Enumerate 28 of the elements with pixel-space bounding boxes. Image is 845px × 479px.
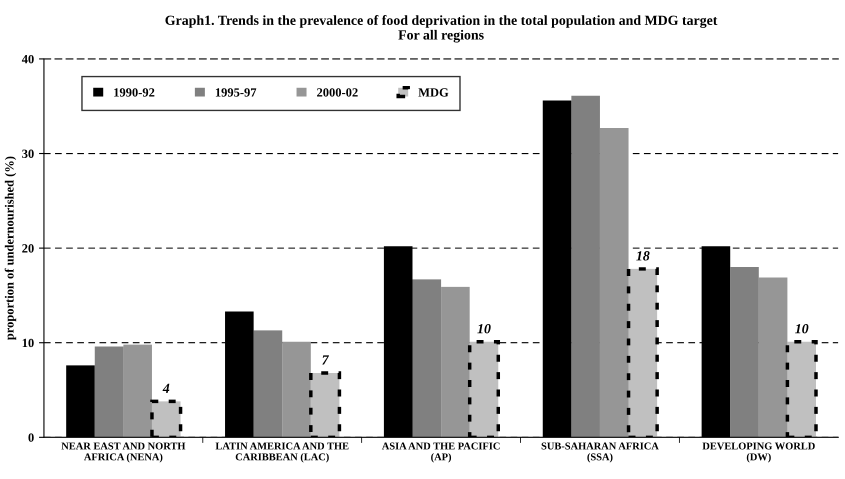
x-tick-label: NEAR EAST AND NORTH AFRICA (NENA) xyxy=(61,442,186,463)
legend-label: 1990-92 xyxy=(114,88,154,97)
y-tick-label: 30 xyxy=(22,150,34,158)
data-label: 7 xyxy=(322,355,330,364)
data-label: 10 xyxy=(477,324,491,334)
y-tick-label: 20 xyxy=(22,244,34,253)
x-tick-label: LATIN AMERICA AND THE CARIBBEAN (LAC) xyxy=(216,442,349,463)
bar xyxy=(254,330,282,438)
bar xyxy=(412,279,442,438)
bar xyxy=(94,346,124,438)
x-tick-label: ASIA AND THE PACIFIC (AP) xyxy=(382,442,500,463)
legend-label: MDG xyxy=(418,88,448,97)
y-tick-label: 40 xyxy=(22,54,34,64)
bar xyxy=(758,277,788,438)
legend-label: 2000-02 xyxy=(317,88,358,97)
y-tick-label: 10 xyxy=(22,338,34,348)
x-tick-label: DEVELOPING WORLD (DW) xyxy=(702,442,815,463)
legend-label: 1995-97 xyxy=(216,88,256,97)
x-tick-label: SUB-SAHARAN AFRICA (SSA) xyxy=(542,442,659,463)
bar xyxy=(730,267,759,438)
data-label: 10 xyxy=(795,324,808,334)
y-tick-label: 0 xyxy=(28,433,34,442)
data-label: 18 xyxy=(636,251,650,261)
y-axis-title: proportion of undernourished (%) xyxy=(4,156,16,340)
chart-title: Graph1. Trends in the prevalence of food deprivation in the total population and MDG target For all regions xyxy=(165,15,718,43)
bar xyxy=(571,96,600,438)
bar xyxy=(123,344,152,438)
data-label: 4 xyxy=(162,384,170,393)
